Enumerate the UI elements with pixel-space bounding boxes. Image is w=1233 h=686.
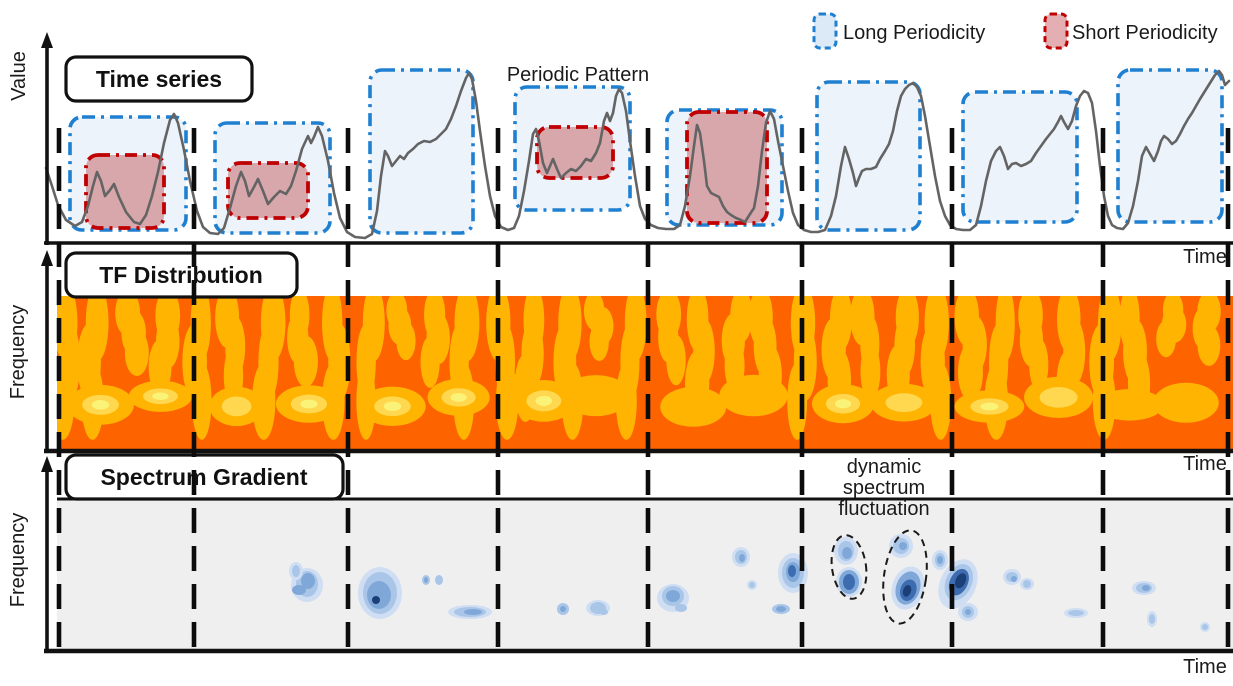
fluctuation-ellipses — [830, 529, 928, 625]
value-axis-label: Value — [8, 51, 30, 101]
frequency-axis-label-tf: Frequency — [7, 305, 29, 400]
short-periodicity-boxes — [84, 110, 769, 230]
legend-short-swatch — [1043, 12, 1069, 50]
fluctuation-annotation-line3: fluctuation — [838, 498, 929, 520]
period-divider-lines — [56, 128, 1231, 651]
spectrum-panel — [57, 500, 1233, 649]
tf-blobs — [57, 296, 1221, 440]
time-axis-label-3: Time — [1183, 656, 1227, 678]
legend-short-label: Short Periodicity — [1072, 22, 1218, 44]
spectrum-title-box — [64, 453, 345, 501]
timeseries-title-box — [64, 55, 254, 103]
gradient-blobs — [289, 534, 1210, 632]
time-axis-label-1: Time — [1183, 246, 1227, 268]
frequency-axis-tf-arrow-icon — [41, 250, 53, 266]
tf-title: TF Distribution — [99, 262, 263, 288]
fluctuation-annotation: dynamic spectrum fluctuation — [838, 456, 929, 520]
legend-long-label: Long Periodicity — [843, 22, 985, 44]
value-axis-arrow-icon — [41, 32, 53, 48]
timeseries-curve — [44, 69, 1231, 240]
time-axis-label-2: Time — [1183, 453, 1227, 475]
fluctuation-annotation-line1: dynamic — [847, 456, 921, 478]
frequency-axis-sg-arrow-icon — [41, 456, 53, 472]
timeseries-title: Time series — [96, 66, 222, 92]
periodic-pattern-label: Periodic Pattern — [507, 64, 649, 86]
legend-long-swatch — [812, 12, 838, 50]
fluctuation-annotation-line2: spectrum — [843, 477, 925, 499]
tf-title-box — [64, 251, 299, 299]
legend: Long Periodicity Short Periodicity — [812, 12, 1218, 50]
spectrum-title: Spectrum Gradient — [100, 464, 307, 490]
frequency-axis-label-sg: Frequency — [7, 513, 29, 608]
